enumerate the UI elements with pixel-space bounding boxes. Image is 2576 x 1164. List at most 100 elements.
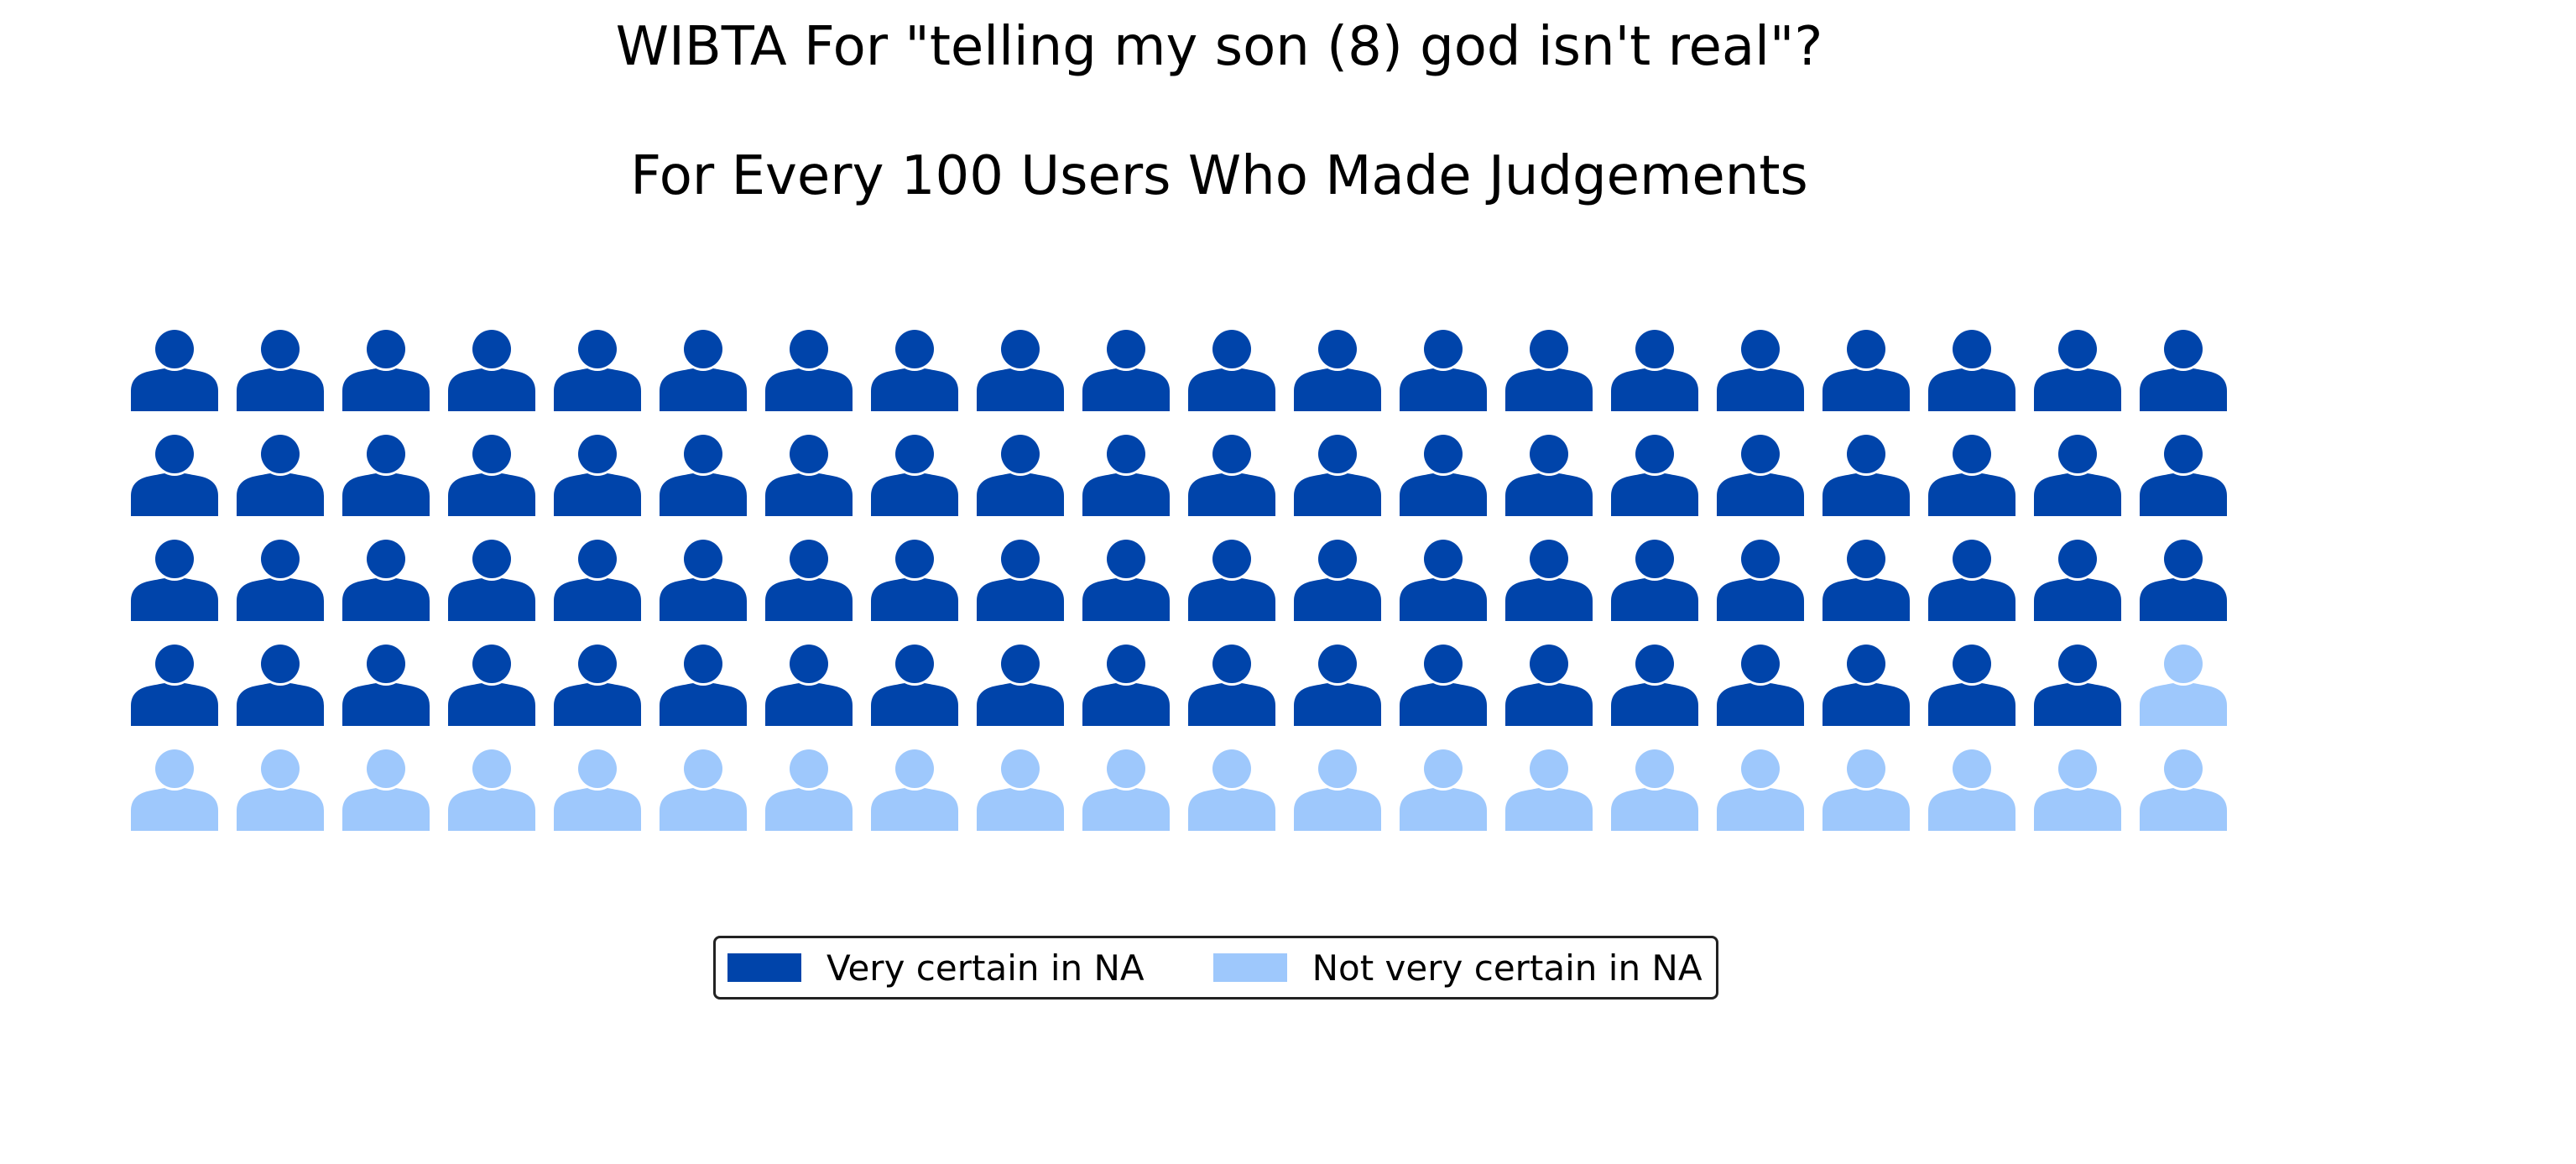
person-icon [1611, 435, 1698, 516]
person-icon [1505, 645, 1593, 726]
person-icon [342, 540, 430, 621]
person-icon [342, 435, 430, 516]
person-icon [554, 645, 641, 726]
person-icon [342, 330, 430, 411]
person-icon [1611, 330, 1698, 411]
person-icon [871, 435, 958, 516]
person-icon [1505, 749, 1593, 831]
person-icon [1400, 749, 1487, 831]
person-icon [237, 645, 324, 726]
person-icon [448, 330, 535, 411]
person-icon [448, 435, 535, 516]
person-icon [131, 749, 218, 831]
person-icon [554, 749, 641, 831]
person-icon [1505, 540, 1593, 621]
person-icon [2034, 330, 2121, 411]
person-icon [2140, 540, 2227, 621]
person-icon [342, 645, 430, 726]
person-icon [1294, 645, 1381, 726]
legend-swatch-not-very-certain [1212, 953, 1287, 982]
person-icon [1717, 435, 1804, 516]
person-icon [448, 540, 535, 621]
person-icon [1400, 645, 1487, 726]
person-icon [1082, 749, 1170, 831]
person-icon [871, 540, 958, 621]
person-icon [1611, 540, 1698, 621]
person-icon [660, 540, 747, 621]
legend-swatch-very-certain [727, 953, 801, 982]
person-icon [131, 540, 218, 621]
person-icon [977, 540, 1064, 621]
person-icon [131, 435, 218, 516]
person-icon [1928, 540, 2015, 621]
person-icon [977, 435, 1064, 516]
person-icon [342, 749, 430, 831]
person-icon [1294, 540, 1381, 621]
person-icon [1294, 749, 1381, 831]
person-icon [1717, 749, 1804, 831]
person-icon [237, 749, 324, 831]
person-icon [1822, 330, 1910, 411]
person-icon [1928, 435, 2015, 516]
person-icon [1928, 330, 2015, 411]
person-icon [1928, 645, 2015, 726]
person-icon [237, 540, 324, 621]
person-icon [1717, 540, 1804, 621]
person-icon [1505, 330, 1593, 411]
person-icon [2034, 540, 2121, 621]
person-icon [1717, 330, 1804, 411]
person-icon [1611, 749, 1698, 831]
person-icon [1717, 645, 1804, 726]
person-icon [1082, 540, 1170, 621]
person-icon [1294, 330, 1381, 411]
person-icon [977, 749, 1064, 831]
legend-item-very-certain: Very certain in NA [727, 947, 1145, 989]
person-icon [554, 435, 641, 516]
legend-label-not-very-certain: Not very certain in NA [1311, 947, 1703, 989]
person-icon [1400, 330, 1487, 411]
person-icon [131, 330, 218, 411]
person-icon [1188, 645, 1275, 726]
person-icon [660, 435, 747, 516]
person-icon [765, 540, 853, 621]
person-icon [1188, 540, 1275, 621]
person-icon [1928, 749, 2015, 831]
person-icon [237, 435, 324, 516]
person-icon [660, 645, 747, 726]
chart-title: WIBTA For "telling my son (8) god isn't … [615, 16, 1823, 78]
chart-legend: Very certain in NA Not very certain in N… [713, 936, 1718, 1000]
person-icon [2034, 645, 2121, 726]
chart-subtitle: For Every 100 Users Who Made Judgements [630, 145, 1808, 207]
person-icon [2140, 645, 2227, 726]
legend-label-very-certain: Very certain in NA [827, 947, 1145, 989]
person-icon [977, 330, 1064, 411]
person-icon [765, 645, 853, 726]
person-icon [765, 330, 853, 411]
person-icon [1822, 645, 1910, 726]
person-icon [1082, 435, 1170, 516]
legend-item-not-very-certain: Not very certain in NA [1212, 947, 1703, 989]
person-icon [1188, 435, 1275, 516]
person-icon [448, 645, 535, 726]
person-icon [131, 645, 218, 726]
person-icon [660, 330, 747, 411]
person-icon [1082, 330, 1170, 411]
person-icon [554, 540, 641, 621]
person-icon [1188, 749, 1275, 831]
icon-grid [131, 330, 2227, 831]
person-icon [1082, 645, 1170, 726]
person-icon [2034, 435, 2121, 516]
person-icon [871, 749, 958, 831]
person-icon [1822, 435, 1910, 516]
person-icon [765, 749, 853, 831]
person-icon [1294, 435, 1381, 516]
person-icon [871, 330, 958, 411]
person-icon [2140, 435, 2227, 516]
person-icon [1188, 330, 1275, 411]
person-icon [1400, 435, 1487, 516]
person-icon [1822, 749, 1910, 831]
person-icon [1822, 540, 1910, 621]
person-icon [977, 645, 1064, 726]
person-icon [871, 645, 958, 726]
person-icon [237, 330, 324, 411]
